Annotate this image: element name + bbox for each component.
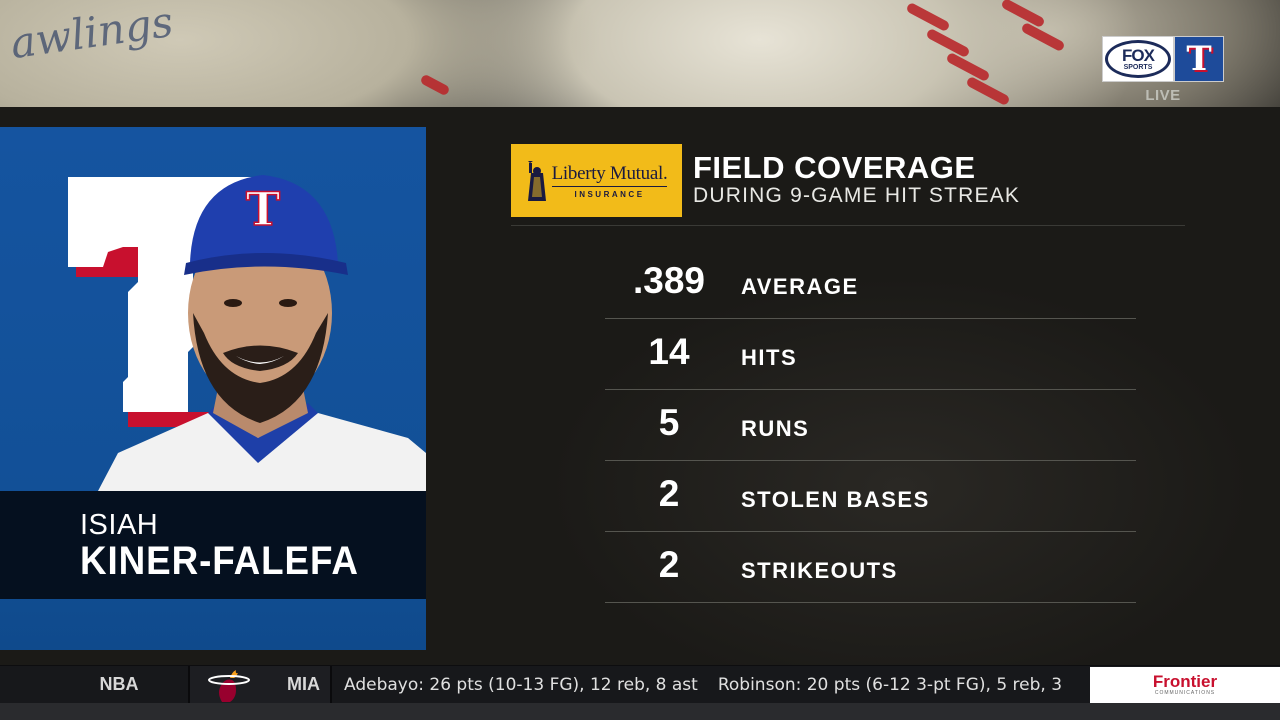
statue-of-liberty-icon <box>527 160 546 201</box>
baseball-stitching-script: awlings <box>7 0 176 69</box>
header-divider <box>511 225 1185 226</box>
player-card: T ISIAH KINER-FALEFA <box>0 127 426 650</box>
live-indicator: LIVE <box>1145 87 1181 104</box>
fox-sports-logo: FOX SPORTS <box>1102 36 1174 82</box>
svg-text:T: T <box>246 182 280 236</box>
stat-label: STOLEN BASES <box>741 487 930 512</box>
ticker-item: Adebayo: 26 pts (10-13 FG), 12 reb, 8 as… <box>344 674 698 695</box>
stat-row-average: .389 AVERAGE <box>605 248 1136 319</box>
ticker-sponsor-logo: Frontier COMMUNICATIONS <box>1090 666 1280 703</box>
team-abbreviation: MIA <box>287 674 320 694</box>
stat-value: 2 <box>658 544 680 585</box>
seam-stitch <box>419 73 451 97</box>
graphic-title: FIELD COVERAGE <box>693 150 976 185</box>
stat-value: .389 <box>632 260 705 301</box>
seam-stitch <box>965 75 1011 107</box>
ticker-item: Robinson: 20 pts (6-12 3-pt FG), 5 reb, … <box>717 674 1063 695</box>
player-name-bar: ISIAH KINER-FALEFA <box>0 491 426 599</box>
ticker-team: MIA <box>190 665 332 704</box>
player-headshot: T <box>98 175 426 491</box>
stat-label: RUNS <box>741 416 810 441</box>
stat-label: HITS <box>741 345 798 370</box>
stat-value: 14 <box>648 331 690 372</box>
stat-row-runs: 5 RUNS <box>605 390 1136 461</box>
heat-logo-icon <box>208 669 250 702</box>
ticker-base <box>0 703 1280 720</box>
player-first-name: ISIAH <box>80 509 159 541</box>
seam-stitch <box>1020 21 1066 53</box>
player-last-name: KINER-FALEFA <box>80 539 359 583</box>
stats-table: .389 AVERAGE 14 HITS 5 RUNS 2 STOLEN BAS… <box>605 248 1136 603</box>
ticker-league: NBA <box>0 665 190 704</box>
stat-label: STRIKEOUTS <box>741 558 898 583</box>
rangers-logo: T <box>1174 36 1224 82</box>
score-ticker: NBA MIA Adebayo: 26 pts (10-13 FG), 12 r… <box>0 665 1280 704</box>
sponsor-logo: Liberty Mutual. INSURANCE <box>511 144 682 217</box>
stat-row-stolen-bases: 2 STOLEN BASES <box>605 461 1136 532</box>
baseball-background: awlings <box>0 0 1280 107</box>
stat-label: AVERAGE <box>741 274 859 299</box>
graphic-subtitle: DURING 9-GAME HIT STREAK <box>693 184 1021 207</box>
stat-row-hits: 14 HITS <box>605 319 1136 390</box>
seam-stitch <box>905 1 951 33</box>
stat-value: 5 <box>658 402 680 443</box>
network-logo: FOX SPORTS T <box>1102 36 1224 82</box>
stat-row-strikeouts: 2 STRIKEOUTS <box>605 532 1136 603</box>
stat-value: 2 <box>658 473 680 514</box>
ticker-text: Adebayo: 26 pts (10-13 FG), 12 reb, 8 as… <box>332 666 1090 704</box>
